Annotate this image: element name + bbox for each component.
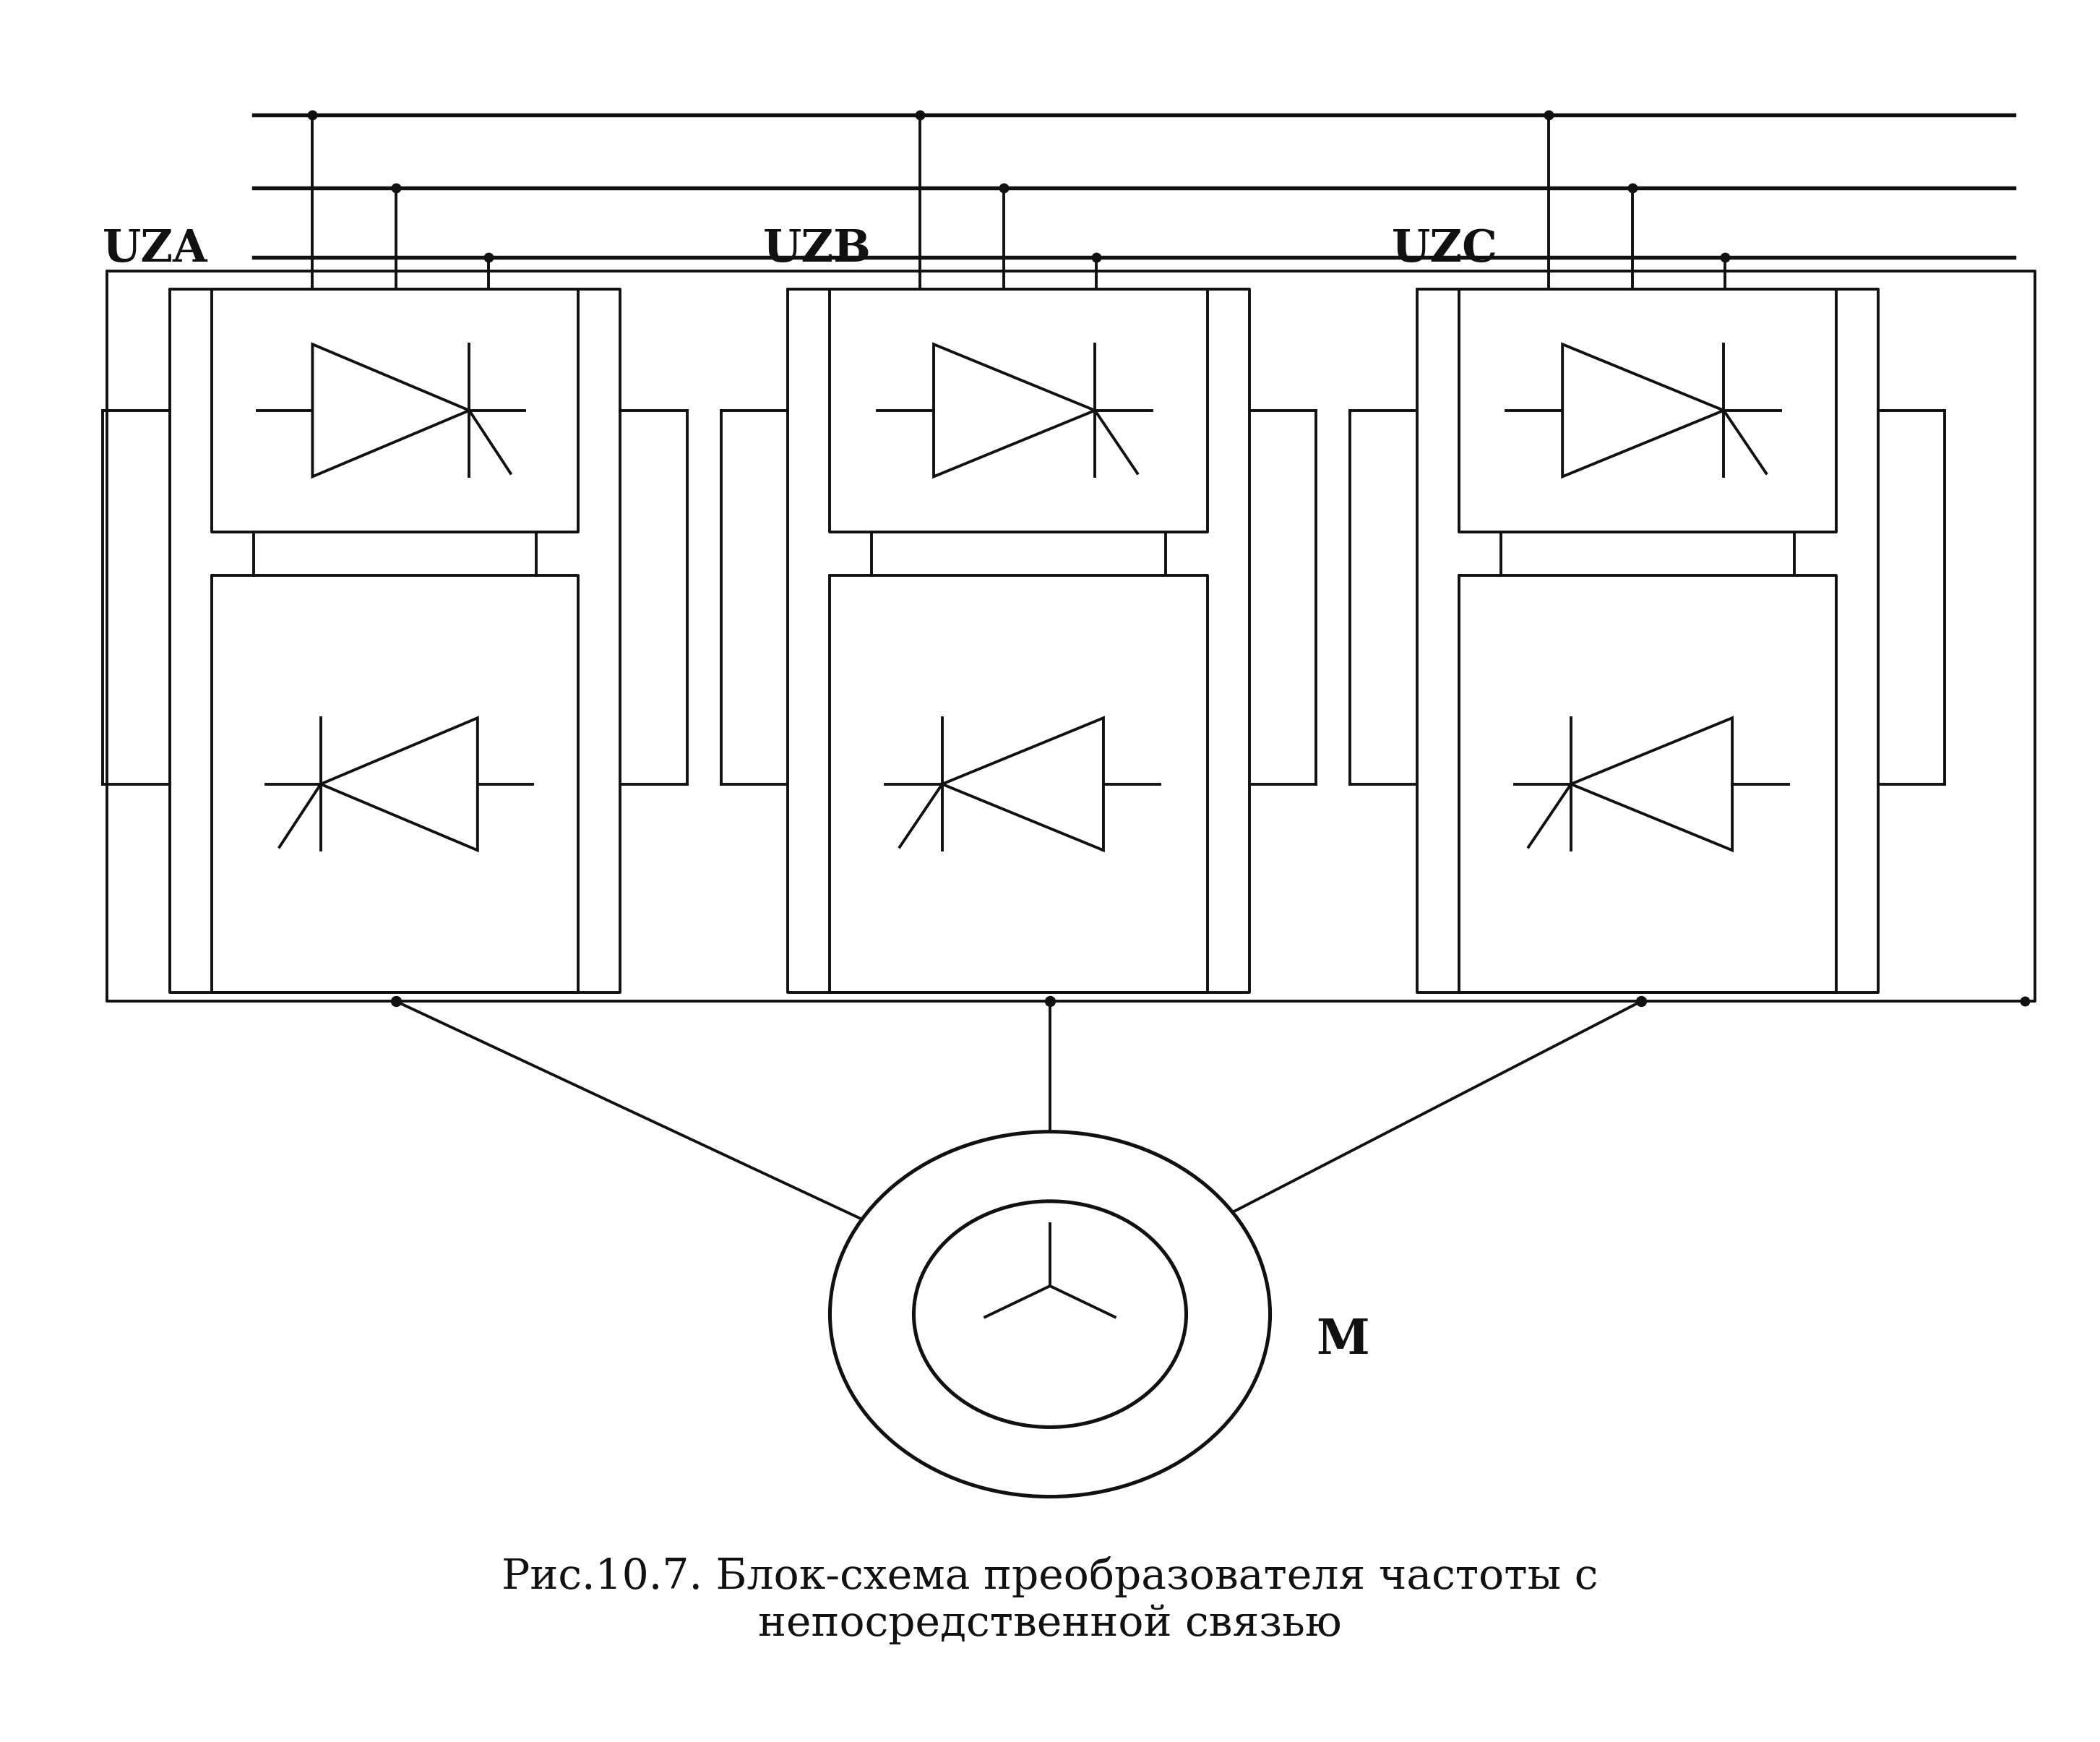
Text: M: M (1317, 1317, 1369, 1364)
Text: UZC: UZC (1392, 228, 1497, 272)
Text: UZA: UZA (103, 228, 208, 272)
Text: Рис.10.7. Блок-схема преобразователя частоты с
непосредственной связью: Рис.10.7. Блок-схема преобразователя час… (502, 1556, 1598, 1644)
Text: UZB: UZB (762, 228, 871, 272)
